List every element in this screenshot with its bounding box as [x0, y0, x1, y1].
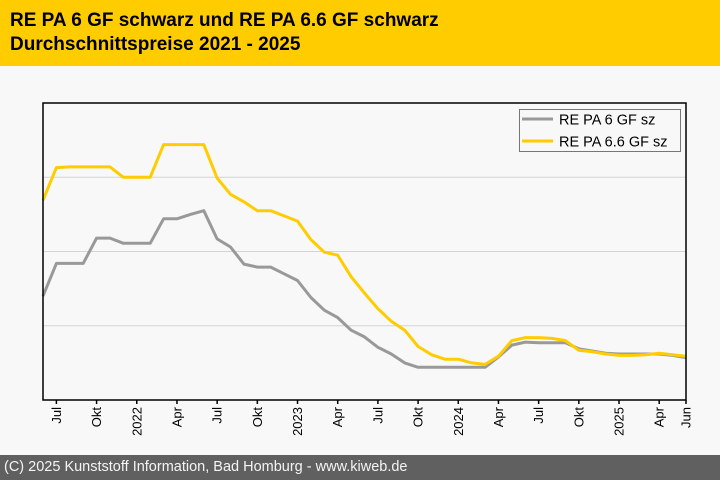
copyright-text: (C) 2025 Kunststoff Information, Bad Hom… — [4, 459, 408, 475]
plot-area-frame — [42, 102, 687, 401]
x-tick-label: Jul — [531, 407, 546, 424]
legend: RE PA 6 GF sz RE PA 6.6 GF sz — [519, 109, 681, 152]
x-tick-label: Jun — [679, 407, 694, 428]
x-tick-label: Apr — [169, 406, 184, 427]
line-chart: Jul Okt 2022 Apr Jul Okt 2023 Apr Jul Okt 2024 Apr J… — [41, 102, 694, 436]
x-tick-label: Jul — [49, 407, 64, 424]
series-line-pa6 — [41, 209, 687, 369]
legend-label-pa66: RE PA 6.6 GF sz — [559, 135, 668, 151]
footer-bar: (C) 2025 Kunststoff Information, Bad Hom… — [0, 455, 720, 480]
gridlines — [43, 176, 686, 327]
x-tick-label: 2023 — [290, 407, 305, 436]
header-banner: RE PA 6 GF schwarz und RE PA 6.6 GF schw… — [0, 0, 720, 66]
x-tick-label: 2024 — [451, 407, 466, 436]
x-tick-label: Okt — [411, 407, 426, 428]
x-tick-label: Okt — [571, 407, 586, 428]
series-lines — [41, 143, 687, 369]
chart-title-line-2: Durchschnittspreise 2021 - 2025 — [10, 34, 301, 55]
legend-label-pa6: RE PA 6 GF sz — [559, 113, 655, 129]
x-axis-ticks: Jul Okt 2022 Apr Jul Okt 2023 Apr Jul Okt 2024 Apr J… — [49, 400, 694, 436]
x-tick-label: Apr — [491, 406, 506, 427]
x-tick-label: Apr — [330, 406, 345, 427]
x-tick-label: Apr — [652, 406, 667, 427]
x-tick-label: Okt — [250, 407, 265, 428]
x-tick-label: Jul — [370, 407, 385, 424]
x-tick-label: Jul — [210, 407, 225, 424]
x-tick-label: 2022 — [129, 407, 144, 436]
x-tick-label: Okt — [89, 407, 104, 428]
legend-box — [519, 109, 681, 152]
chart-title-line-1: RE PA 6 GF schwarz und RE PA 6.6 GF schw… — [10, 10, 439, 31]
x-tick-label: 2025 — [612, 407, 627, 436]
